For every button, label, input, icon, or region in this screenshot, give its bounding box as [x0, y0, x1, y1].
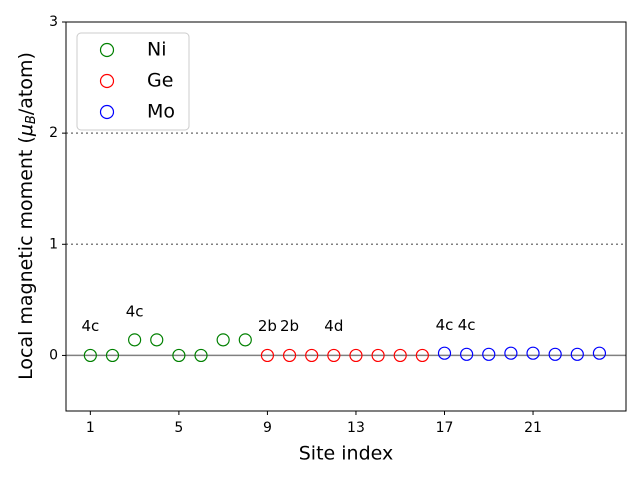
y-label-subscript: B: [24, 115, 39, 124]
y-tick-label: 0: [49, 347, 58, 363]
y-tick-label: 3: [49, 14, 58, 30]
x-tick-label: 21: [524, 420, 542, 436]
marker: [172, 348, 186, 363]
marker: [305, 348, 319, 363]
legend-marker: [99, 73, 115, 89]
legend-label: Mo: [147, 101, 175, 123]
y-label-text: Local magnetic moment (: [15, 136, 37, 380]
y-tick-label: 1: [49, 236, 58, 252]
marker: [327, 348, 341, 363]
y-label-unit: /atom): [15, 52, 37, 115]
annotation: 4c: [81, 317, 99, 335]
x-tick-label: 9: [263, 420, 272, 436]
marker: [570, 347, 584, 361]
marker: [238, 333, 252, 347]
marker: [128, 333, 142, 347]
x-tick-label: 1: [86, 420, 95, 436]
marker: [526, 346, 540, 360]
marker: [216, 333, 230, 347]
legend-marker: [99, 42, 115, 58]
marker: [282, 348, 297, 363]
marker: [371, 348, 385, 363]
marker: [105, 348, 120, 363]
legend-marker: [99, 104, 115, 120]
legend-label: Ge: [147, 70, 173, 92]
x-axis-label: Site index: [299, 443, 394, 465]
annotation: 4d: [324, 317, 343, 335]
legend-label: Ni: [147, 39, 167, 61]
x-tick-label: 5: [174, 420, 183, 436]
annotation: 2b: [258, 317, 277, 335]
y-axis-label: Local magnetic moment (μB/atom): [15, 52, 39, 380]
plot-frame: [65, 21, 627, 412]
marker: [504, 346, 518, 360]
annotation: 4c: [126, 303, 144, 321]
marker: [482, 347, 496, 361]
y-label-symbol: μ: [15, 124, 37, 137]
marker: [592, 346, 607, 360]
marker: [349, 348, 363, 363]
x-tick-label: 17: [436, 420, 454, 436]
marker: [437, 346, 452, 360]
marker: [83, 348, 97, 363]
marker: [415, 348, 429, 363]
marker: [460, 347, 474, 361]
annotation: 4c: [436, 316, 454, 334]
x-tick-label: 13: [347, 420, 365, 436]
annotation: 4c: [458, 316, 476, 334]
legend: Ni Ge Mo: [76, 32, 190, 131]
marker: [150, 333, 164, 347]
y-tick-label: 2: [49, 125, 58, 141]
marker: [393, 348, 407, 363]
marker: [260, 348, 275, 363]
annotation: 2b: [280, 317, 299, 335]
marker: [194, 348, 208, 363]
marker: [548, 347, 562, 361]
